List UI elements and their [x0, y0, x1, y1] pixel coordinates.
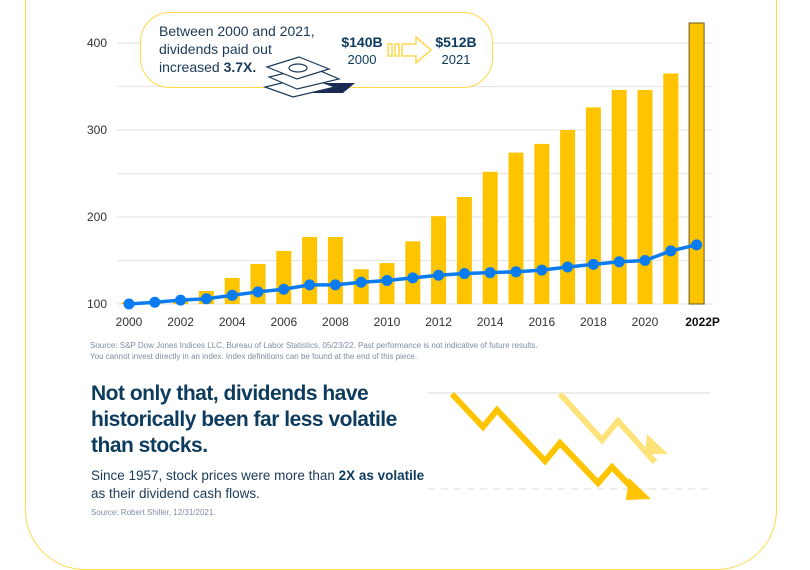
x-tick-label: 2020 — [632, 315, 659, 329]
line-point-2016 — [536, 264, 548, 276]
arrow-right-icon — [387, 35, 433, 65]
line-point-2008 — [329, 279, 341, 291]
line-point-2010 — [381, 275, 393, 287]
subtext-post: as their dividend cash flows. — [91, 486, 260, 501]
bar-2015 — [508, 152, 524, 304]
value-2000-year: 2000 — [347, 52, 377, 67]
volatility-headline: Not only that, dividends have historical… — [91, 382, 397, 457]
light-arrowhead-icon — [645, 434, 668, 454]
line-point-2001 — [149, 296, 161, 308]
line-point-2013 — [458, 268, 470, 280]
bar-2017 — [560, 130, 576, 304]
line-point-2004 — [226, 289, 238, 301]
stock-zigzag-light — [557, 391, 658, 465]
line-point-2007 — [304, 279, 316, 291]
subtext-bold: 2X as volatile — [338, 468, 425, 483]
x-tick-label: 2018 — [580, 315, 607, 329]
bar-2022P — [688, 22, 705, 305]
bar-2014 — [482, 171, 498, 304]
x-tick-label: 2008 — [322, 315, 349, 329]
line-point-2012 — [433, 269, 445, 281]
y-tick-label: 300 — [87, 123, 107, 137]
bar-2012 — [431, 216, 447, 304]
line-point-2011 — [407, 272, 419, 284]
line-point-2014 — [484, 267, 496, 279]
bar-2005 — [250, 263, 266, 304]
callout-text-main: Between 2000 and 2021, dividends paid ou… — [159, 23, 315, 75]
x-tick-label: 2012 — [425, 315, 452, 329]
callout-text: Between 2000 and 2021, dividends paid ou… — [159, 22, 324, 76]
value-2000: $140B 2000 — [337, 33, 387, 69]
y-tick-label: 400 — [87, 36, 107, 50]
bar-2021 — [663, 73, 679, 304]
line-point-2009 — [355, 276, 367, 288]
line-point-2006 — [278, 283, 290, 295]
volatility-illustration — [428, 391, 710, 500]
dividend-zigzag-dark — [449, 391, 641, 497]
growth-callout: Between 2000 and 2021, dividends paid ou… — [140, 12, 493, 98]
x-tick-label: 2000 — [116, 315, 143, 329]
value-2021-year: 2021 — [441, 52, 471, 67]
value-2021-amount: $512B — [435, 34, 477, 50]
value-2000-amount: $140B — [341, 34, 383, 50]
volatility-subtext: Since 1957, stock prices were more than … — [91, 467, 431, 503]
x-tick-label: 2010 — [374, 315, 401, 329]
line-point-2018 — [587, 258, 599, 270]
money-stack-icon — [263, 56, 355, 98]
line-point-2019 — [613, 256, 625, 268]
line-point-2000 — [123, 298, 135, 310]
bar-2020 — [637, 89, 653, 304]
x-tick-label: 2016 — [528, 315, 555, 329]
bar-2016 — [534, 143, 550, 304]
y-tick-label: 200 — [87, 210, 107, 224]
bar-2006 — [276, 250, 292, 304]
line-point-2022P — [691, 239, 703, 251]
x-tick-label: 2004 — [219, 315, 246, 329]
x-tick-label: 2014 — [477, 315, 504, 329]
bar-2018 — [585, 107, 601, 304]
line-point-2005 — [252, 286, 264, 298]
value-2021: $512B 2021 — [431, 33, 481, 69]
line-point-2003 — [200, 293, 212, 305]
x-tick-label: 2006 — [270, 315, 297, 329]
bar-2007 — [302, 237, 318, 304]
callout-multiplier: 3.7X. — [223, 59, 257, 75]
bar-2013 — [456, 196, 472, 304]
line-point-2015 — [510, 266, 522, 278]
subtext-pre: Since 1957, stock prices were more than — [91, 468, 339, 483]
line-point-2017 — [562, 261, 574, 273]
x-tick-label: 2022P — [685, 315, 720, 329]
line-point-2002 — [175, 294, 187, 306]
line-point-2020 — [639, 255, 651, 266]
dividend-chart: 100 200 300 400 2000 2002 2004 2006 2008 2010 201… — [87, 22, 720, 500]
y-tick-label: 100 — [87, 297, 107, 311]
bar-2008 — [327, 237, 343, 304]
line-point-2021 — [665, 245, 677, 257]
volatility-source-note: Source: Robert Shiller, 12/31/2021. — [91, 508, 216, 517]
dark-arrowhead-icon — [626, 478, 651, 500]
x-tick-label: 2002 — [167, 315, 194, 329]
bar-2019 — [611, 89, 627, 304]
chart-source-note: Source: S&P Dow Jones Indices LLC, Burea… — [90, 341, 538, 361]
